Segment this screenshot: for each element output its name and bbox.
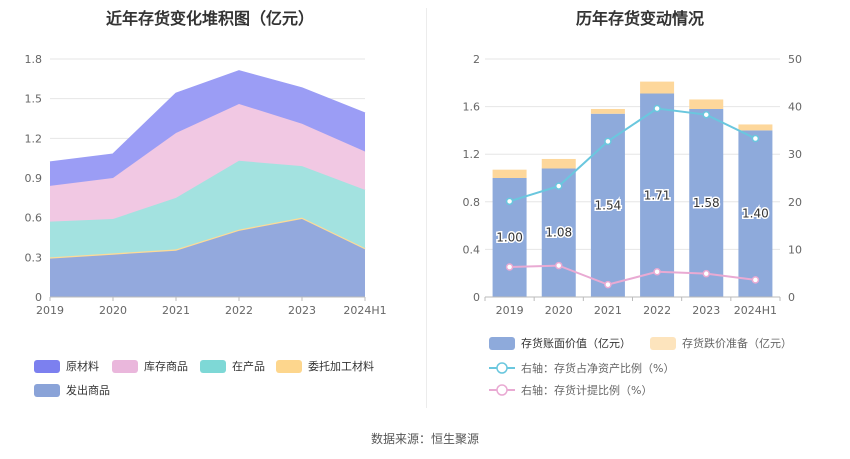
x-tick-label: 2020 bbox=[99, 304, 127, 317]
y2-tick-label: 30 bbox=[788, 148, 802, 161]
line-provision-ratio bbox=[509, 264, 756, 286]
y-tick-label: 2 bbox=[473, 53, 480, 66]
x-tick-label: 2024H1 bbox=[343, 304, 386, 317]
panel-divider bbox=[426, 8, 427, 408]
x-tick-label: 2019 bbox=[496, 304, 524, 317]
legend-swatch bbox=[34, 384, 60, 397]
legend-swatch bbox=[489, 337, 515, 350]
x-tick-label: 2021 bbox=[594, 304, 622, 317]
y2-tick-label: 40 bbox=[788, 101, 802, 114]
bar-value-label: 1.08 bbox=[545, 226, 572, 240]
y2-tick-label: 0 bbox=[788, 291, 795, 304]
legend-swatch bbox=[650, 337, 676, 350]
bar-impairment bbox=[492, 169, 527, 178]
legend-label: 原材料 bbox=[66, 359, 99, 373]
area-series bbox=[50, 218, 365, 297]
area-series bbox=[50, 160, 365, 258]
line-point bbox=[604, 280, 612, 289]
line-point bbox=[505, 263, 514, 271]
x-tick-label: 2022 bbox=[225, 304, 253, 317]
bar-book-value bbox=[640, 93, 675, 297]
bar-book-value bbox=[689, 108, 724, 297]
line-point bbox=[555, 182, 563, 190]
line-point bbox=[702, 269, 710, 278]
legend-label: 发出商品 bbox=[66, 383, 110, 397]
data-source: 数据来源：恒生聚源 bbox=[370, 432, 479, 446]
y-tick-label: 1.6 bbox=[463, 101, 481, 114]
area-series-edge bbox=[49, 70, 366, 163]
inventory-bar-line-chart: 1.00 1.081.541.711.581.40 00.40.81.21.620… bbox=[463, 53, 803, 397]
legend-swatch bbox=[200, 360, 226, 373]
bar-impairment bbox=[640, 81, 675, 94]
bar-value-label: 1.40 bbox=[742, 207, 769, 221]
legend-swatch bbox=[34, 360, 60, 373]
legend-swatch bbox=[112, 360, 138, 373]
x-tick-label: 2020 bbox=[545, 304, 573, 317]
line-point bbox=[604, 137, 612, 146]
area-series bbox=[50, 70, 365, 186]
line-point bbox=[555, 261, 563, 270]
area-series-edge bbox=[49, 216, 366, 259]
left-chart-title: 近年存货变化堆积图（亿元） bbox=[105, 9, 314, 28]
legend-label: 在产品 bbox=[232, 359, 265, 373]
bar-value-label: 1.58 bbox=[693, 196, 720, 210]
x-tick-label: 2024H1 bbox=[734, 304, 777, 317]
stacked-area-chart: 0 0.3 0.6 0.9 1.2 1.5 1.8 2019 2020 2021 2022 2023 2… bbox=[25, 53, 387, 397]
legend-marker bbox=[496, 384, 508, 396]
legend-label: 存货账面价值（亿元） bbox=[521, 336, 631, 350]
y-tick-label: 1.2 bbox=[25, 132, 43, 145]
bar-book-value bbox=[738, 130, 773, 297]
y-tick-label: 0.6 bbox=[25, 212, 43, 225]
y-tick-label: 1.8 bbox=[25, 53, 43, 66]
x-tick-label: 2019 bbox=[36, 304, 64, 317]
y-tick-label: 0.4 bbox=[463, 243, 481, 256]
bar-impairment bbox=[738, 124, 773, 131]
line-point bbox=[702, 110, 710, 119]
right-chart-title: 历年存货变动情况 bbox=[575, 9, 704, 28]
line-point bbox=[653, 104, 661, 113]
legend-marker bbox=[496, 362, 508, 374]
area-series bbox=[50, 103, 365, 222]
line-point bbox=[653, 268, 661, 276]
y-tick-label: 0 bbox=[35, 291, 42, 304]
x-tick-label: 2021 bbox=[162, 304, 190, 317]
line-point bbox=[505, 197, 514, 206]
bar-value-label: 1.00 bbox=[496, 231, 523, 245]
x-tick-label: 2023 bbox=[692, 304, 720, 317]
line-point bbox=[751, 276, 760, 284]
y-tick-label: 1.5 bbox=[25, 93, 43, 106]
y2-tick-label: 20 bbox=[788, 196, 802, 209]
legend-label: 存货跌价准备（亿元） bbox=[682, 336, 792, 350]
line-net-asset-ratio bbox=[509, 107, 756, 203]
legend-label: 右轴：存货占净资产比例（%） bbox=[521, 361, 674, 375]
x-tick-label: 2023 bbox=[288, 304, 316, 317]
legend-swatch bbox=[276, 360, 302, 373]
y-tick-label: 0.9 bbox=[25, 172, 43, 185]
x-tick-label: 2022 bbox=[643, 304, 671, 317]
line-point bbox=[751, 134, 760, 143]
legend-label: 库存商品 bbox=[144, 359, 188, 373]
bar-value-label: 1.54 bbox=[595, 198, 622, 212]
bar-impairment bbox=[541, 158, 576, 169]
y-tick-label: 0 bbox=[473, 291, 480, 304]
y-tick-label: 0.8 bbox=[463, 196, 481, 209]
legend-label: 右轴：存货计提比例（%） bbox=[521, 383, 652, 397]
bar-impairment bbox=[689, 99, 724, 109]
y2-tick-label: 50 bbox=[788, 53, 802, 66]
bar-impairment bbox=[590, 108, 625, 114]
y-tick-label: 0.3 bbox=[25, 251, 43, 264]
y2-tick-label: 10 bbox=[788, 243, 802, 256]
legend-label: 委托加工材料 bbox=[308, 359, 374, 373]
y-tick-label: 1.2 bbox=[463, 148, 481, 161]
bar-value-label: 1.71 bbox=[644, 188, 671, 202]
